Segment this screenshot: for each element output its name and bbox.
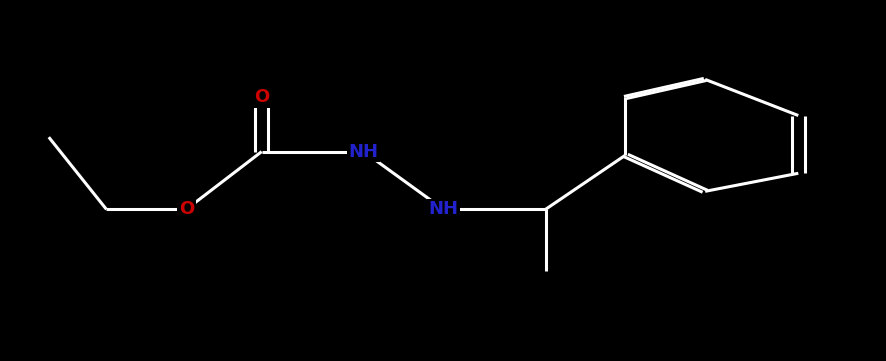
Text: O: O [178,200,194,218]
Text: O: O [253,88,269,106]
Text: NH: NH [428,200,458,218]
Text: O: O [178,200,194,218]
Text: NH: NH [348,143,378,161]
Text: NH: NH [428,200,458,218]
Text: NH: NH [348,143,378,161]
Text: O: O [253,88,269,106]
